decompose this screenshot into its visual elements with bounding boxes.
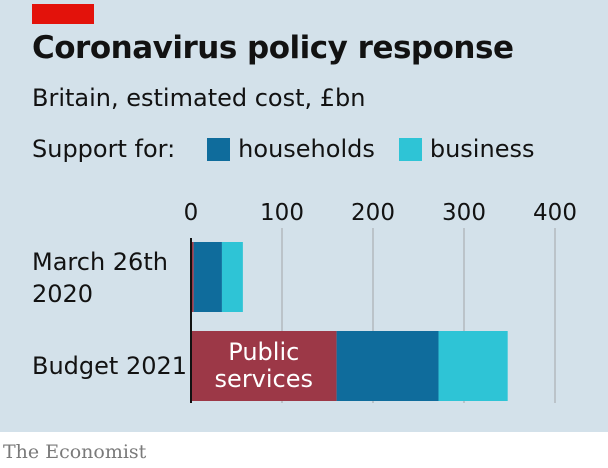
legend-label-households: households [238,135,375,163]
x-tick-label-400: 400 [533,200,577,226]
legend-label-business: business [429,135,535,163]
x-tick-label-200: 200 [351,200,395,226]
bar-1-1 [336,331,439,401]
x-tick-label-300: 300 [442,200,486,226]
category-label-1-0: Budget 2021 [32,352,187,380]
category-label-0-0: March 26th [32,248,168,276]
bar-chart: 0 100 200 300 400 March 26th 2020 Budget 2021 Pu… [32,200,577,403]
bar-0-0 [191,242,194,312]
bar-1-2 [438,331,508,401]
x-tick-label-100: 100 [260,200,304,226]
category-label-0-1: 2020 [32,280,93,308]
brand-accent-bar [32,4,94,24]
chart-subtitle: Britain, estimated cost, £bn [32,84,366,112]
bar-0-2 [221,242,243,312]
source-credit: The Economist [3,441,147,463]
bar-annotation-0-1: services [215,365,313,393]
legend-prefix: Support for: [32,135,176,163]
x-tick-label-0: 0 [184,200,199,226]
legend-swatch-business [398,137,422,161]
bar-annotation-0-0: Public [228,338,299,366]
legend-swatch-households [207,137,231,161]
legend-item-business: business [398,135,535,163]
legend-item-households: households [207,135,375,163]
chart-legend: Support for: households business [32,132,534,166]
bar-1-0 [191,331,337,401]
chart-title: Coronavirus policy response [32,30,514,66]
bar-0-1 [193,242,222,312]
